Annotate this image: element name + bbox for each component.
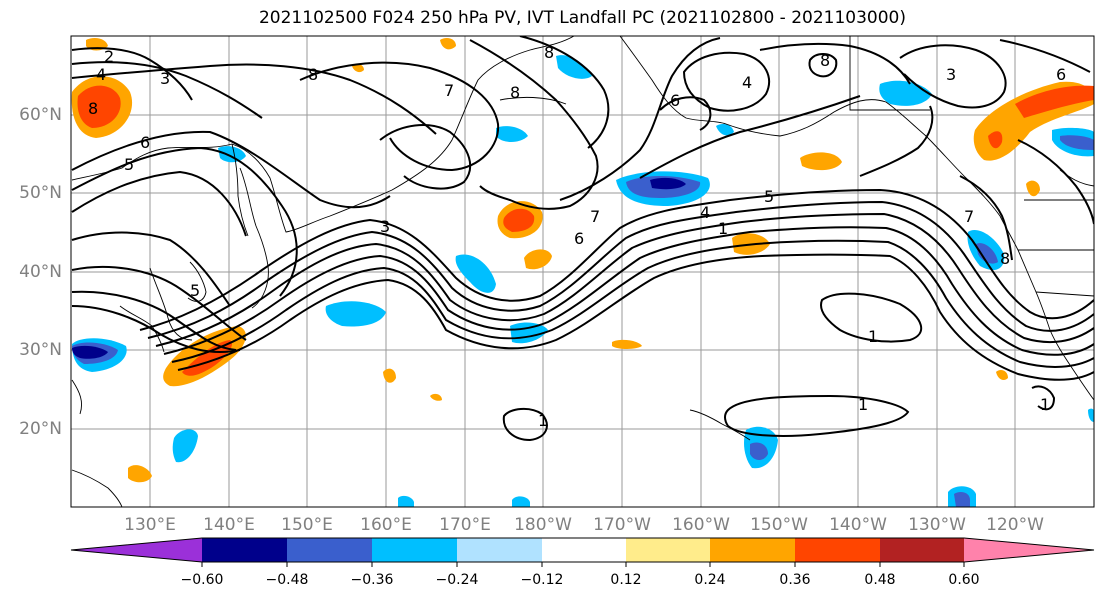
- colorbar: [70, 537, 1095, 567]
- contour-label: 3: [160, 69, 170, 88]
- lon-label: 180°W: [514, 515, 572, 535]
- contour-label: 8: [510, 83, 520, 102]
- lat-label: 60°N: [19, 105, 62, 125]
- contour-label: 5: [124, 155, 134, 174]
- colorbar-tick-label: 0.48: [864, 572, 896, 588]
- contour-label: 8: [820, 51, 830, 70]
- contour-label: 8: [308, 65, 318, 84]
- contour-label: 4: [700, 203, 710, 222]
- colorbar-swatch: [626, 538, 710, 562]
- contour-label: 1: [538, 411, 548, 430]
- contour-label: 3: [946, 65, 956, 84]
- lon-label: 120°W: [986, 515, 1044, 535]
- contour-label: 3: [380, 217, 390, 236]
- lon-label: 130°W: [908, 515, 966, 535]
- colorbar-tick-label: 0.60: [948, 572, 980, 588]
- colorbar-tick-label: −0.12: [520, 572, 564, 588]
- contour-label: 6: [140, 133, 150, 152]
- colorbar-swatch: [457, 538, 542, 562]
- lon-label: 130°E: [124, 515, 176, 535]
- contour-label: 8: [544, 43, 554, 62]
- contour-label: 5: [764, 187, 774, 206]
- contour-label: 1: [718, 219, 728, 238]
- lon-label: 160°W: [672, 515, 730, 535]
- pv-fill-positive: [71, 38, 1094, 483]
- contour-label: 5: [190, 281, 200, 300]
- contour-label: 6: [1056, 65, 1066, 84]
- colorbar-extend-min: [71, 538, 202, 562]
- contour-label: 6: [670, 91, 680, 110]
- coastlines: [71, 36, 1094, 507]
- contour-labels: 2 3 8 7 4 8 6 5 3 8 8 7 6 4 1 5 4 6 8 3 …: [88, 43, 1066, 430]
- lon-label: 140°E: [203, 515, 255, 535]
- contour-label: 2: [104, 47, 114, 66]
- colorbar-tick-label: 0.12: [610, 572, 642, 588]
- lat-label: 20°N: [19, 419, 62, 439]
- colorbar-tick-label: −0.60: [180, 572, 224, 588]
- colorbar-swatch: [795, 538, 880, 562]
- map-frame: [70, 35, 1095, 508]
- contour-label: 4: [742, 73, 752, 92]
- gridlines: [71, 36, 1094, 507]
- contour-label: 1: [1040, 395, 1050, 414]
- colorbar-swatch: [542, 538, 626, 562]
- contour-label: 7: [590, 207, 600, 226]
- contour-label: 6: [574, 229, 584, 248]
- contour-label: 7: [444, 81, 454, 100]
- pv-fill-negative: [72, 55, 1094, 507]
- contour-label: 1: [868, 327, 878, 346]
- lon-label: 150°E: [281, 515, 333, 535]
- colorbar-swatch: [202, 538, 287, 562]
- lat-label: 40°N: [19, 262, 62, 282]
- contour-label: 1: [858, 395, 868, 414]
- colorbar-swatch: [710, 538, 795, 562]
- pv-contours: [71, 36, 1094, 442]
- figure-title: 2021102500 F024 250 hPa PV, IVT Landfall…: [258, 8, 906, 28]
- colorbar-swatch: [880, 538, 964, 562]
- colorbar-extend-max: [964, 538, 1094, 562]
- lon-label: 170°W: [593, 515, 651, 535]
- colorbar-tick-label: −0.24: [435, 572, 479, 588]
- colorbar-tick-label: −0.36: [350, 572, 394, 588]
- colorbar-tick-label: 0.24: [694, 572, 726, 588]
- lat-label: 50°N: [19, 183, 62, 203]
- colorbar-tick-label: 0.36: [779, 572, 811, 588]
- colorbar-tick-label: −0.48: [265, 572, 309, 588]
- lon-label: 160°E: [360, 515, 412, 535]
- lon-label: 150°W: [750, 515, 808, 535]
- contour-label: 8: [88, 99, 98, 118]
- lon-label: 170°E: [439, 515, 491, 535]
- lon-label: 140°W: [829, 515, 887, 535]
- colorbar-swatch: [372, 538, 457, 562]
- lat-label: 30°N: [19, 340, 62, 360]
- contour-label: 4: [96, 65, 106, 84]
- contour-label: 7: [964, 207, 974, 226]
- colorbar-swatch: [287, 538, 372, 562]
- contour-label: 8: [1000, 249, 1010, 268]
